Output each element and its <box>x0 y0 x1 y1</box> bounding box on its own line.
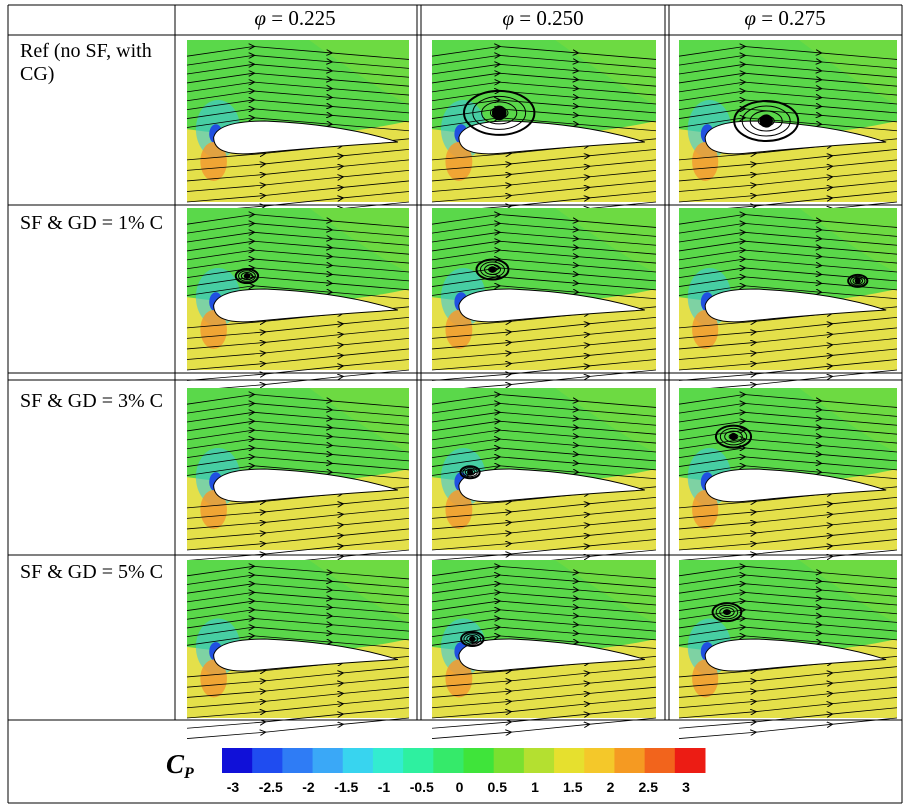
symbol: φ <box>254 6 266 30</box>
flow-image <box>432 388 656 571</box>
colorbar-tick-label: 0.5 <box>488 779 508 795</box>
colorbar-label: CP <box>166 749 194 782</box>
colorbar-swatch <box>433 748 464 773</box>
streamline <box>679 718 897 739</box>
colorbar-swatch <box>343 748 374 773</box>
colorbar-swatch <box>252 748 283 773</box>
colorbar-swatch <box>282 748 313 773</box>
vortex-core <box>760 114 773 127</box>
colorbar-tick-label: -2.5 <box>259 779 283 795</box>
row-label: SF & GD = 3% C <box>20 390 170 413</box>
colorbar-swatch <box>464 748 495 773</box>
vortex-core <box>244 273 250 279</box>
column-header: φ = 0.275 <box>665 6 903 31</box>
row-label: SF & GD = 5% C <box>20 561 170 584</box>
flow-image <box>679 40 897 223</box>
flow-image <box>679 560 897 739</box>
streamline <box>432 718 656 739</box>
colorbar-swatch <box>645 748 676 773</box>
colorbar-tick-label: 2.5 <box>639 779 659 795</box>
colorbar-tick-label: 1 <box>531 779 539 795</box>
colorbar-swatch <box>222 748 253 773</box>
symbol: φ <box>502 6 514 30</box>
colorbar-tick-label: 0 <box>456 779 464 795</box>
flow-image <box>187 40 409 223</box>
vortex-core <box>489 266 496 273</box>
flow-image <box>679 208 897 391</box>
vortex-core <box>724 609 730 615</box>
colorbar-tick-label: -1.5 <box>334 779 358 795</box>
colorbar-swatch <box>494 748 525 773</box>
vortex-core <box>467 469 473 475</box>
colorbar-tick-label: 2 <box>607 779 615 795</box>
colorbar-tick-label: 3 <box>682 779 690 795</box>
colorbar-tick-label: -2 <box>302 779 315 795</box>
vortex-core <box>730 433 737 440</box>
colorbar-swatch <box>614 748 645 773</box>
flow-image <box>432 208 656 391</box>
flow-image <box>679 388 897 571</box>
flow-image <box>187 560 409 739</box>
row-label: Ref (no SF, with CG) <box>20 40 160 86</box>
colorbar-tick-label: 1.5 <box>563 779 583 795</box>
column-header: φ = 0.250 <box>423 6 663 31</box>
flow-image <box>187 208 409 391</box>
colorbar-tick-label: -0.5 <box>410 779 434 795</box>
colorbar-swatch <box>313 748 344 773</box>
vortex-core <box>469 636 475 642</box>
row-label: SF & GD = 1% C <box>20 212 170 235</box>
colorbar-swatch <box>524 748 555 773</box>
colorbar-label-sub: P <box>183 765 194 782</box>
column-header: φ = 0.225 <box>175 6 415 31</box>
vortex-core <box>855 278 861 284</box>
value: = 0.225 <box>271 6 335 30</box>
colorbar-tick-label: -1 <box>378 779 391 795</box>
value: = 0.275 <box>761 6 825 30</box>
colorbar-label-main: C <box>166 749 185 779</box>
flow-image <box>187 388 409 571</box>
colorbar-swatch <box>584 748 615 773</box>
colorbar-swatch <box>554 748 585 773</box>
vortex-core <box>492 106 507 121</box>
flow-image <box>432 560 656 739</box>
colorbar-swatch <box>675 748 706 773</box>
streamline <box>187 718 409 739</box>
colorbar-swatch <box>373 748 404 773</box>
colorbar-tick-label: -3 <box>227 779 240 795</box>
figure: -3 -2.5 -2 -1.5 -1 -0.5 0 0.5 1 1.5 2 2.5 3 CP φ = 0.… <box>0 0 903 804</box>
flow-image <box>432 40 656 223</box>
symbol: φ <box>744 6 756 30</box>
value: = 0.250 <box>519 6 583 30</box>
colorbar-swatch <box>403 748 434 773</box>
